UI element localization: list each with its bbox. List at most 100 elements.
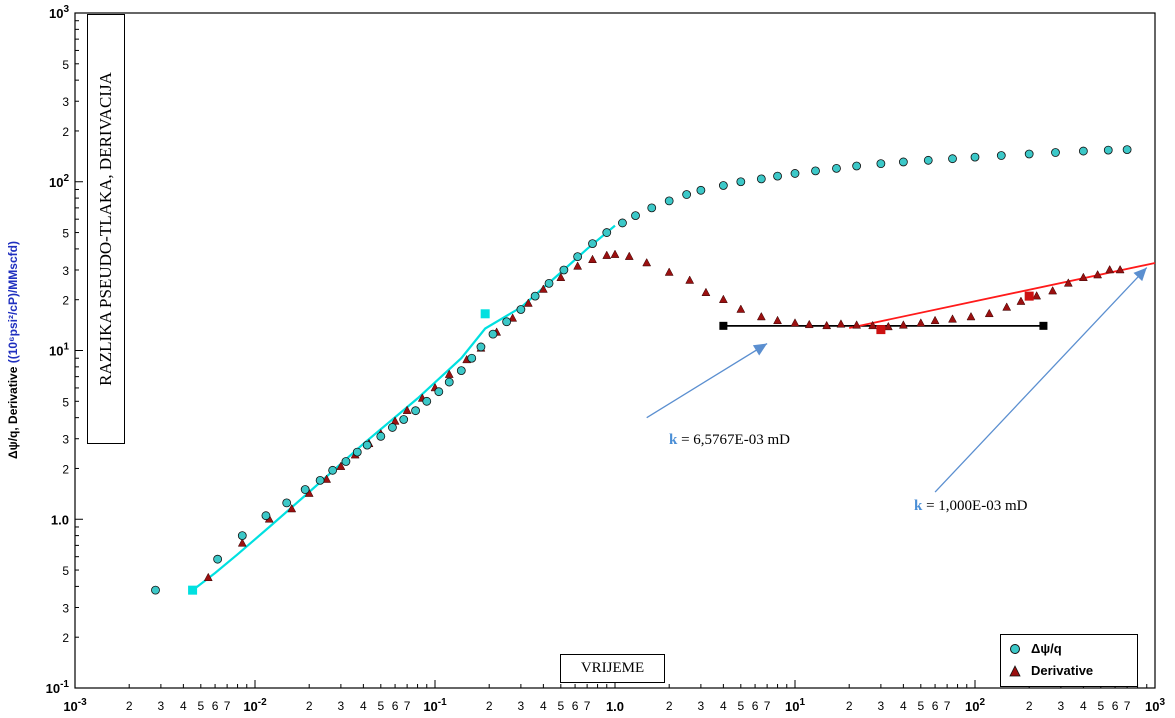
dpsi-point: [352, 447, 362, 457]
derivative-point: [642, 257, 652, 267]
derivative-point: [916, 318, 926, 327]
dpsi-point: [898, 157, 908, 167]
annotation-k2-text: = 1,000E-03 mD: [922, 498, 1028, 514]
y-minor-label: 3: [62, 601, 69, 615]
x-minor-label: 2: [846, 699, 853, 713]
dpsi-point: [631, 211, 640, 221]
highlight-marker: [480, 309, 490, 319]
dpsi-point: [1024, 149, 1034, 159]
derivative-point: [1063, 278, 1073, 287]
dpsi-point: [544, 278, 554, 288]
dpsi-point: [376, 431, 386, 441]
series-group: [151, 145, 1132, 595]
x-minor-label: 7: [584, 699, 591, 713]
x-minor-label: 4: [720, 699, 727, 713]
arrow-line: [646, 342, 768, 419]
x-minor-label: 3: [518, 699, 525, 713]
legend-item-series2: Derivative: [1009, 663, 1093, 678]
dpsi-point: [388, 423, 397, 432]
legend-item-series1: Δψ/q: [1009, 641, 1062, 656]
x-minor-label: 3: [1058, 699, 1065, 713]
dpsi-point: [618, 218, 627, 228]
derivative-point: [203, 572, 213, 582]
x-tick-label: 1.0: [606, 699, 624, 714]
x-minor-label: 2: [666, 699, 673, 713]
derivative-point: [444, 369, 454, 378]
dpsi-point: [923, 155, 933, 165]
derivative-point: [1016, 296, 1026, 305]
dpsi-point: [282, 498, 292, 508]
y-minor-label: 5: [62, 564, 69, 578]
x-tick-label: 101: [785, 697, 805, 714]
derivative-point: [588, 254, 597, 263]
derivative-point: [948, 314, 957, 323]
derivative-point: [287, 503, 297, 513]
dpsi-point: [516, 305, 526, 314]
dpsi-point: [996, 151, 1006, 160]
dpsi-point: [1122, 145, 1132, 155]
dpsi-point: [399, 415, 409, 424]
dpsi-point: [696, 185, 706, 195]
x-minor-label: 6: [212, 699, 219, 713]
dpsi-point: [434, 387, 444, 397]
dpsi-point: [832, 163, 841, 173]
dpsi-point: [588, 239, 597, 249]
x-tick-label: 10-2: [243, 697, 267, 714]
arrow-head: [1133, 267, 1147, 282]
x-minor-label: 2: [1026, 699, 1033, 713]
plot-area: [75, 13, 1155, 688]
annotation-k2-symbol: k: [914, 498, 923, 514]
y-axis-label-units: ((10⁶psi²/cP)/MMscfd): [6, 241, 20, 364]
derivative-point: [685, 275, 695, 284]
dpsi-point: [790, 169, 800, 178]
dpsi-point: [811, 166, 820, 176]
derivative-point: [1032, 291, 1042, 300]
x-minor-label: 6: [932, 699, 939, 713]
dpsi-point: [1078, 146, 1088, 156]
highlight-marker: [876, 325, 886, 335]
y-minor-label: 2: [62, 631, 69, 645]
x-tick-label: 102: [965, 697, 985, 714]
derivative-point: [237, 538, 247, 547]
legend-label-series1: Δψ/q: [1031, 641, 1062, 656]
dpsi-point: [718, 181, 728, 190]
x-minor-label: 4: [360, 699, 367, 713]
dpsi-point: [213, 554, 223, 564]
x-minor-label: 5: [917, 699, 924, 713]
y-minor-label: 3: [62, 95, 69, 109]
dpsi-point: [300, 485, 310, 494]
x-minor-label: 3: [878, 699, 885, 713]
dpsi-point: [1051, 148, 1060, 157]
y-tick-label: 101: [49, 342, 69, 359]
derivative-point: [1093, 270, 1103, 279]
arrow-head: [752, 343, 768, 356]
y-minor-label: 5: [62, 58, 69, 72]
y-tick-label: 1.0: [51, 512, 69, 527]
dpsi-point: [948, 154, 957, 164]
x-minor-label: 6: [392, 699, 399, 713]
derivative-point: [624, 251, 634, 260]
dpsi-point: [328, 465, 338, 475]
derivative-point: [836, 319, 846, 328]
derivative-point: [556, 272, 566, 281]
y-minor-label: 3: [62, 433, 69, 447]
derivative-point: [664, 267, 674, 276]
derivative-point: [523, 298, 533, 307]
derivative-point: [701, 287, 711, 296]
y-title-box: RAZLIKA PSEUDO-TLAKA, DERIVACIJA: [87, 14, 125, 444]
y-tick-label: 10-1: [46, 679, 70, 696]
x-minor-label: 5: [737, 699, 744, 713]
legend-triangle-icon: [1009, 664, 1021, 676]
dpsi-point: [664, 196, 674, 206]
dpsi-point: [852, 161, 862, 171]
fit-line-endpoint: [719, 321, 728, 330]
x-minor-label: 7: [1124, 699, 1131, 713]
derivative-point: [930, 315, 940, 325]
dpsi-point: [237, 531, 247, 541]
derivative-point: [573, 261, 583, 270]
x-minor-label: 3: [698, 699, 705, 713]
derivative-point: [718, 294, 728, 303]
arrow-line: [934, 267, 1148, 493]
x-minor-label: 5: [197, 699, 204, 713]
